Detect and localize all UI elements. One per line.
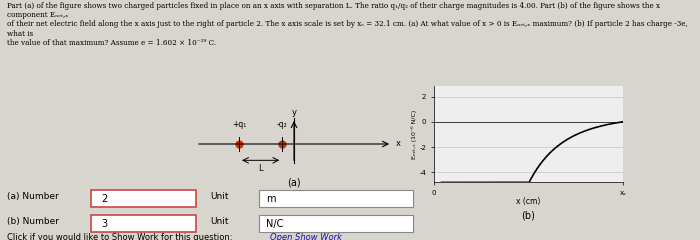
FancyBboxPatch shape — [91, 215, 196, 232]
Text: Open Show Work: Open Show Work — [270, 233, 342, 240]
FancyBboxPatch shape — [259, 215, 413, 232]
Text: L: L — [258, 164, 263, 173]
Text: -q₂: -q₂ — [277, 120, 288, 129]
Text: 2: 2 — [102, 194, 108, 204]
X-axis label: x (cm): x (cm) — [517, 198, 540, 206]
Text: Unit: Unit — [210, 192, 228, 201]
Text: N/C: N/C — [266, 219, 284, 229]
Text: Click if you would like to Show Work for this question:: Click if you would like to Show Work for… — [7, 233, 232, 240]
FancyBboxPatch shape — [259, 190, 413, 207]
Text: x: x — [396, 139, 401, 149]
Text: Unit: Unit — [210, 217, 228, 226]
Text: +q₁: +q₁ — [232, 120, 246, 129]
Text: (a) Number: (a) Number — [7, 192, 59, 201]
Text: (b): (b) — [522, 211, 536, 221]
Y-axis label: Eₙₑₜ,ₓ (10⁻⁶ N/C): Eₙₑₜ,ₓ (10⁻⁶ N/C) — [411, 110, 416, 159]
Text: (a): (a) — [287, 177, 301, 187]
Text: m: m — [266, 194, 276, 204]
Text: y: y — [291, 108, 297, 117]
Text: (b) Number: (b) Number — [7, 217, 59, 226]
Text: 3: 3 — [102, 219, 108, 229]
Text: Part (a) of the figure shows two charged particles fixed in place on an x axis w: Part (a) of the figure shows two charged… — [7, 2, 687, 47]
FancyBboxPatch shape — [91, 190, 196, 207]
